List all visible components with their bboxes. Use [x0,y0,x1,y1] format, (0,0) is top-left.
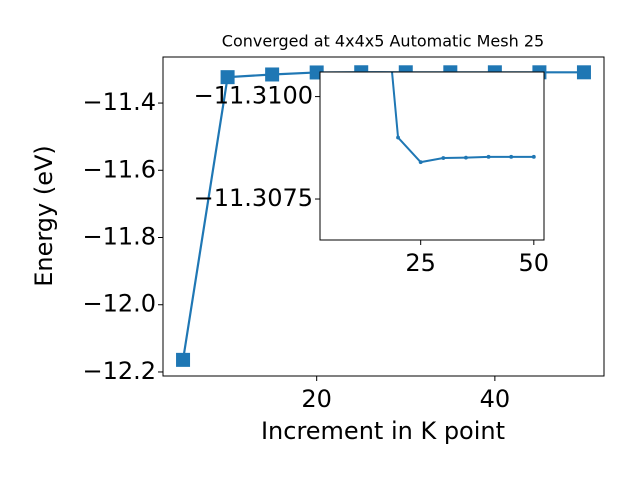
x-axis-label: Increment in K point [261,417,505,445]
data-point [396,135,400,140]
chart-title: Converged at 4x4x5 Automatic Mesh 25 [222,32,544,51]
data-point [576,65,591,80]
axes-frame [319,71,545,241]
data-point [509,154,514,159]
data-line [391,72,534,164]
data-point [441,156,446,160]
x-tick-label: 25 [405,249,436,277]
data-point [220,70,235,85]
data-point [486,154,491,159]
y-tick-label: −11.3075 [194,184,313,212]
data-point [464,155,468,160]
data-point [531,154,536,159]
data-point [418,160,423,165]
y-tick-label: −11.3100 [194,82,313,110]
data-point [176,352,191,367]
y-axis-label: Energy (eV) [30,145,58,287]
y-tick-label: −12.2 [82,357,156,385]
x-tick-label: 40 [480,385,511,413]
y-tick-label: −11.4 [82,88,156,116]
plot-layer [391,72,536,165]
data-point [265,67,280,82]
x-tick-label: 50 [519,249,550,277]
axes-frame [162,56,605,377]
x-tick-label: 20 [301,385,332,413]
y-tick-label: −11.8 [82,223,156,251]
y-tick-label: −12.0 [82,290,156,318]
y-tick-label: −11.6 [82,155,156,183]
